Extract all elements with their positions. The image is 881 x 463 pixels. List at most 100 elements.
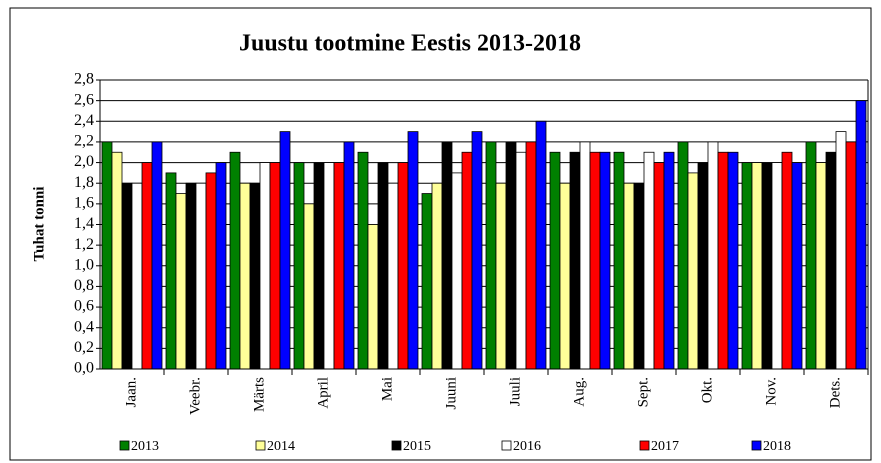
bar bbox=[141, 162, 153, 370]
bar bbox=[343, 141, 355, 370]
y-tick-label: 0,4 bbox=[74, 318, 94, 335]
y-tick-label: 1,4 bbox=[74, 215, 94, 232]
bar bbox=[195, 182, 207, 370]
y-tick-label: 0,2 bbox=[74, 339, 94, 356]
x-tick-label: Jaan. bbox=[123, 377, 139, 407]
bar bbox=[333, 162, 345, 370]
legend-swatch bbox=[639, 440, 650, 451]
legend-label: 2016 bbox=[513, 439, 541, 454]
bar bbox=[485, 141, 497, 370]
bar bbox=[589, 151, 601, 370]
bar bbox=[835, 131, 847, 370]
bar bbox=[357, 151, 369, 370]
y-tick-label: 2,6 bbox=[74, 91, 94, 108]
legend-label: 2014 bbox=[267, 439, 295, 454]
y-tick-label: 2,0 bbox=[74, 153, 94, 170]
bar bbox=[205, 172, 217, 370]
y-axis-label: Tuhat tonni bbox=[31, 187, 47, 262]
bar bbox=[215, 162, 227, 370]
bar bbox=[663, 151, 675, 370]
y-tick-label: 2,8 bbox=[74, 71, 94, 88]
legend-swatch bbox=[391, 440, 402, 451]
bar bbox=[121, 182, 133, 370]
bar bbox=[525, 141, 537, 370]
bar bbox=[377, 162, 389, 370]
bar bbox=[633, 182, 645, 370]
bar bbox=[825, 151, 837, 370]
legend-label: 2013 bbox=[131, 439, 159, 454]
bar bbox=[805, 141, 817, 370]
y-tick-label: 1,8 bbox=[74, 174, 94, 191]
bar bbox=[279, 131, 291, 370]
bar bbox=[643, 151, 655, 370]
legend-label: 2018 bbox=[763, 439, 791, 454]
x-tick-label: Sept. bbox=[635, 377, 651, 407]
bar bbox=[653, 162, 665, 370]
bar bbox=[259, 162, 271, 370]
y-tick-label: 1,0 bbox=[74, 256, 94, 273]
bar bbox=[717, 151, 729, 370]
bar bbox=[367, 224, 379, 370]
bar bbox=[515, 151, 527, 370]
bar bbox=[599, 151, 611, 370]
bar bbox=[249, 182, 261, 370]
chart-title: Juustu tootmine Eestis 2013-2018 bbox=[239, 31, 581, 57]
x-tick-label: Nov. bbox=[763, 377, 779, 406]
bar bbox=[781, 151, 793, 370]
legend-swatch bbox=[751, 440, 762, 451]
bar bbox=[855, 100, 867, 370]
bar bbox=[407, 131, 419, 370]
y-tick-label: 2,4 bbox=[74, 112, 94, 129]
bar bbox=[461, 151, 473, 370]
bar bbox=[387, 182, 399, 370]
bar bbox=[239, 182, 251, 370]
x-tick-label: Aug. bbox=[571, 377, 587, 407]
bar bbox=[741, 162, 753, 370]
bar bbox=[771, 162, 783, 370]
bar bbox=[397, 162, 409, 370]
y-tick-label: 0,8 bbox=[74, 277, 94, 294]
bar bbox=[791, 162, 803, 370]
legend-swatch bbox=[119, 440, 130, 451]
bar bbox=[165, 172, 177, 370]
bar bbox=[101, 141, 113, 370]
bar bbox=[175, 193, 187, 370]
x-tick-label: Märts bbox=[251, 377, 267, 412]
bar bbox=[313, 162, 325, 370]
x-tick-label: Okt. bbox=[699, 377, 715, 403]
y-tick-label: 1,2 bbox=[74, 236, 94, 253]
bar bbox=[441, 141, 453, 370]
bar bbox=[269, 162, 281, 370]
bar bbox=[111, 151, 123, 370]
x-tick-label: April bbox=[315, 377, 331, 409]
bar bbox=[815, 162, 827, 370]
bar bbox=[761, 162, 773, 370]
bar bbox=[323, 162, 335, 370]
bar bbox=[613, 151, 625, 370]
bar bbox=[707, 141, 719, 370]
bar bbox=[751, 162, 763, 370]
bar bbox=[535, 120, 547, 370]
x-tick-label: Juuli bbox=[507, 377, 523, 406]
bar bbox=[293, 162, 305, 370]
bar bbox=[131, 182, 143, 370]
bar bbox=[687, 172, 699, 370]
bar bbox=[677, 141, 689, 370]
bar bbox=[697, 162, 709, 370]
x-tick-label: Juuni bbox=[443, 377, 459, 410]
bar bbox=[421, 193, 433, 370]
bar bbox=[451, 172, 463, 370]
x-tick-label: Veebr. bbox=[187, 377, 203, 415]
bar bbox=[845, 141, 857, 370]
bar bbox=[579, 141, 591, 370]
bar bbox=[623, 182, 635, 370]
x-tick-label: Mai bbox=[379, 377, 395, 401]
bar bbox=[431, 182, 443, 370]
bar bbox=[559, 182, 571, 370]
bar bbox=[229, 151, 241, 370]
y-tick-label: 0,6 bbox=[74, 298, 94, 315]
bar bbox=[151, 141, 163, 370]
legend-label: 2015 bbox=[403, 439, 431, 454]
bar bbox=[303, 203, 315, 370]
